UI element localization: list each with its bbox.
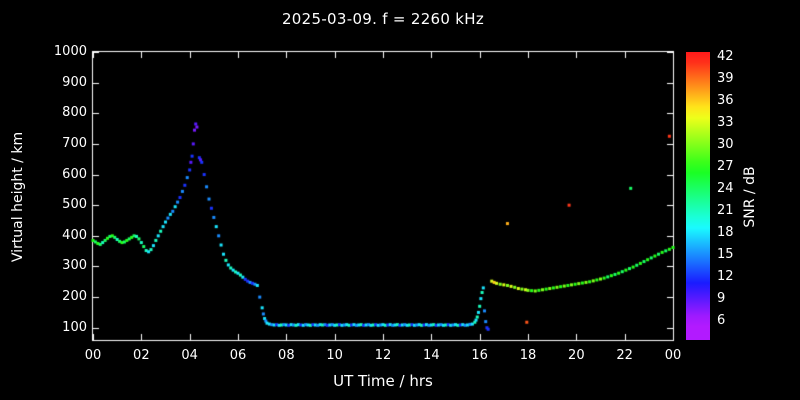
y-tick-label: 600 (62, 166, 87, 182)
x-tick-label: 04 (181, 348, 198, 363)
colorbar-tick-label: 21 (717, 203, 734, 219)
y-tick-label: 1000 (53, 44, 87, 59)
x-tick-label: 18 (519, 348, 537, 363)
y-tick-label: 700 (62, 135, 87, 151)
x-tick-label: 16 (471, 348, 488, 363)
colorbar-tick-label: 9 (717, 290, 726, 306)
y-tick-label: 800 (62, 105, 87, 121)
x-tick-label: 12 (374, 348, 392, 363)
chart-title: 2025-03-09. f = 2260 kHz (281, 10, 485, 28)
colorbar (686, 52, 710, 340)
y-tick-label: 900 (62, 74, 87, 90)
colorbar-tick-label: 36 (717, 93, 734, 109)
y-axis-label: Virtual height / km (10, 131, 26, 263)
x-tick-label: 14 (423, 348, 440, 363)
x-tick-label: 06 (229, 348, 247, 363)
colorbar-tick-label: 39 (717, 71, 734, 87)
x-tick-label: 22 (616, 348, 633, 363)
colorbar-tick-label: 27 (717, 159, 734, 175)
colorbar-tick-label: 30 (717, 137, 734, 153)
colorbar-tick-label: 6 (717, 312, 726, 328)
colorbar-tick-label: 24 (717, 181, 734, 197)
x-tick-label: 00 (664, 348, 682, 363)
colorbar-tick-label: 15 (717, 246, 734, 262)
x-tick-label: 08 (278, 348, 295, 363)
x-tick-label: 02 (133, 348, 150, 363)
colorbar-tick-label: 18 (717, 225, 734, 240)
y-tick-label: 200 (62, 289, 87, 305)
x-tick-label: 20 (568, 348, 585, 363)
x-tick-label: 10 (326, 348, 343, 363)
y-tick-label: 400 (62, 227, 87, 243)
colorbar-tick-label: 12 (717, 268, 734, 284)
y-tick-label: 300 (62, 258, 87, 274)
x-axis-label: UT Time / hrs (333, 372, 433, 390)
y-tick-label: 500 (62, 197, 87, 213)
colorbar-tick-label: 42 (717, 49, 734, 65)
x-tick-label: 00 (84, 348, 102, 363)
y-tick-label: 100 (62, 319, 87, 335)
colorbar-tick-label: 33 (717, 115, 734, 131)
colorbar-label: SNR / dB (742, 166, 758, 228)
